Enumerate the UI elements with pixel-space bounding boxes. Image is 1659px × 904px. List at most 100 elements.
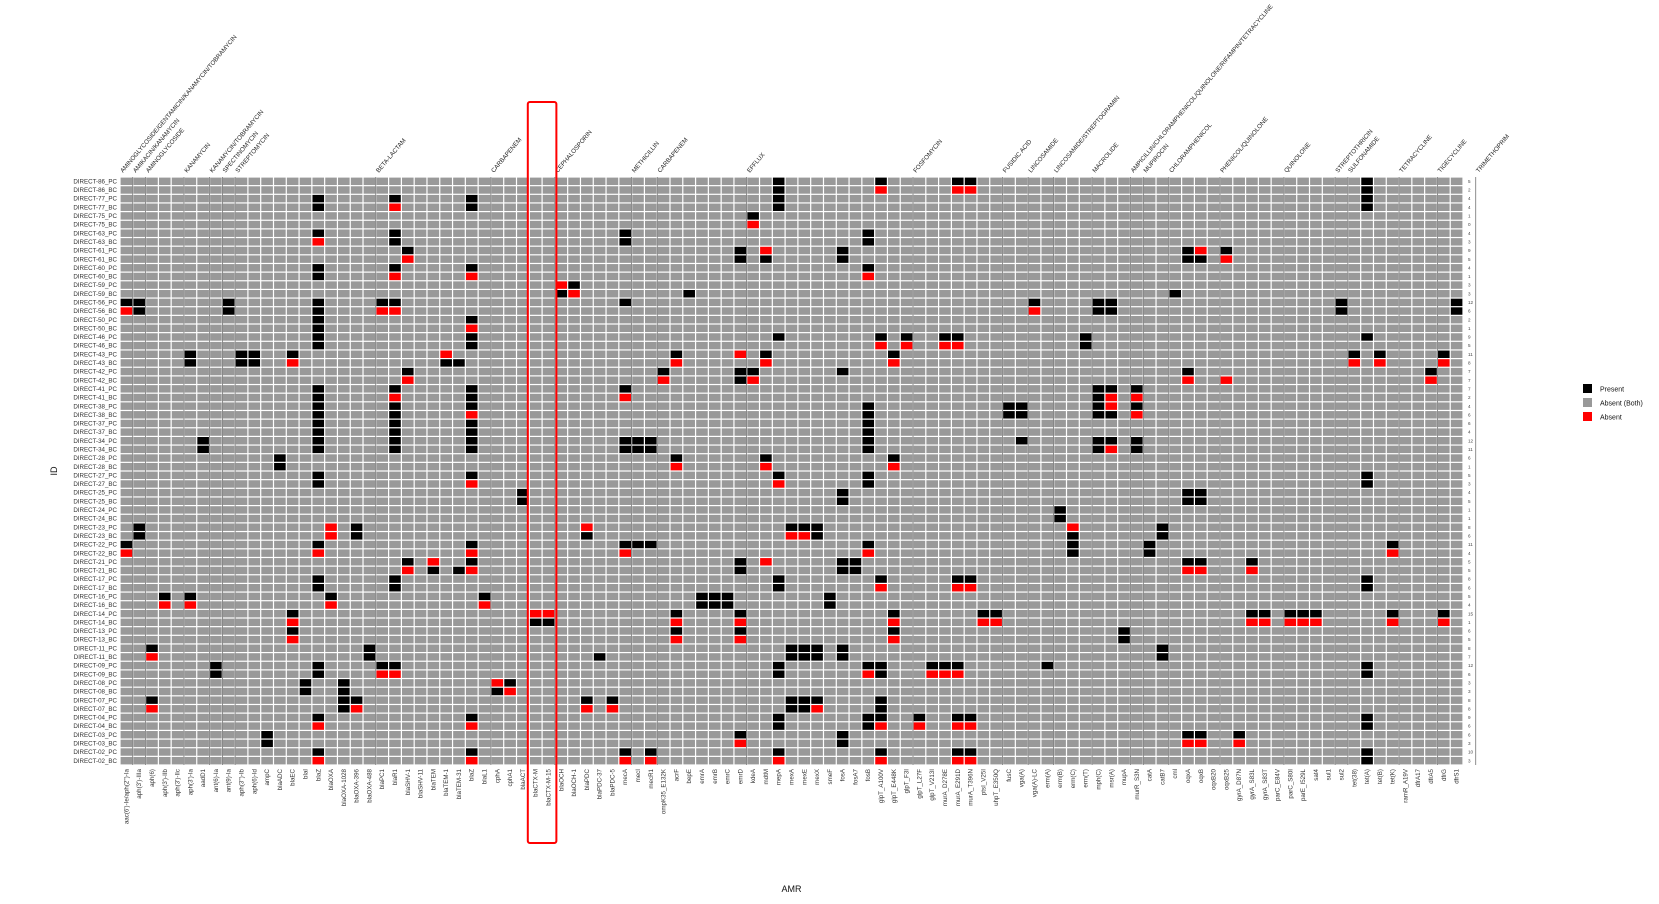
tile-absent-both bbox=[836, 376, 849, 384]
tile-absent-both bbox=[491, 229, 504, 237]
tile-absent-both bbox=[1361, 488, 1373, 497]
tile-absent-both bbox=[1348, 229, 1361, 237]
tile-absent-both bbox=[990, 298, 1002, 307]
tile-absent-both bbox=[363, 272, 376, 281]
tile-absent-both bbox=[657, 428, 670, 436]
tile-absent-both bbox=[1412, 558, 1425, 566]
tile-present bbox=[1169, 290, 1182, 298]
tile-absent-both bbox=[1118, 229, 1130, 237]
tile-absent-both bbox=[619, 315, 632, 324]
tile-absent-both bbox=[875, 212, 887, 220]
tile-absent-both bbox=[632, 341, 644, 350]
tile-absent-both bbox=[1182, 238, 1194, 246]
tile-absent-both bbox=[1041, 229, 1054, 237]
tile-absent-both bbox=[849, 281, 862, 289]
tile-absent-both bbox=[1386, 532, 1399, 540]
tile-absent-both bbox=[184, 324, 197, 333]
tile-absent-both bbox=[875, 419, 887, 428]
tile-absent-both bbox=[951, 454, 964, 462]
tile-absent-both bbox=[274, 367, 286, 376]
tile-absent-both bbox=[593, 264, 606, 272]
tile-absent-both bbox=[849, 238, 862, 246]
tile-absent-both bbox=[1131, 488, 1143, 497]
tile-absent-both bbox=[338, 298, 350, 307]
tile-absent-both bbox=[1041, 514, 1054, 523]
row-label: DIRECT-60_BC bbox=[73, 274, 117, 281]
tile-absent-both bbox=[1118, 566, 1130, 575]
tile-absent-both bbox=[1156, 186, 1169, 194]
tile-absent-both bbox=[133, 229, 145, 237]
tile-absent-both bbox=[338, 264, 350, 272]
tile-absent-both bbox=[1348, 264, 1361, 272]
tile-absent-both bbox=[197, 194, 209, 203]
tile-absent-both bbox=[1322, 497, 1335, 505]
tile-absent-both bbox=[1271, 229, 1284, 237]
tile-absent-both bbox=[299, 194, 312, 203]
tile-absent-both bbox=[581, 488, 593, 497]
tile-absent-both bbox=[683, 445, 695, 454]
tile-absent-both bbox=[171, 488, 184, 497]
tile-absent-both bbox=[1450, 315, 1463, 324]
tile-absent-both bbox=[824, 376, 836, 384]
tile-absent-both bbox=[401, 281, 414, 289]
tile-absent-both bbox=[875, 497, 887, 505]
tile-absent-both bbox=[632, 212, 644, 220]
tile-absent-both bbox=[210, 376, 222, 384]
tile-absent bbox=[427, 558, 440, 566]
tile-absent-both bbox=[133, 246, 145, 255]
tile-absent-both bbox=[504, 471, 516, 480]
tile-absent-both bbox=[133, 324, 145, 333]
tile-absent-both bbox=[1003, 229, 1015, 237]
tile-absent-both bbox=[1284, 566, 1297, 575]
tile-absent-both bbox=[1028, 540, 1041, 549]
tile-absent-both bbox=[1246, 359, 1258, 367]
tile-absent-both bbox=[1246, 454, 1258, 462]
tile-absent-both bbox=[1015, 419, 1028, 428]
tile-absent-both bbox=[785, 480, 798, 488]
tile-absent-both bbox=[926, 203, 938, 211]
tile-absent-both bbox=[376, 428, 388, 436]
tile-absent-both bbox=[465, 246, 478, 255]
tile-absent-both bbox=[1156, 367, 1169, 376]
tile-absent-both bbox=[836, 359, 849, 367]
tile-absent-both bbox=[926, 437, 938, 445]
tile-absent-both bbox=[542, 186, 555, 194]
tile-absent-both bbox=[1374, 324, 1386, 333]
tile-absent-both bbox=[964, 324, 977, 333]
tile-absent-both bbox=[824, 238, 836, 246]
tile-absent-both bbox=[171, 497, 184, 505]
tile-absent-both bbox=[1220, 194, 1233, 203]
tile-absent-both bbox=[708, 238, 721, 246]
tile-absent-both bbox=[747, 462, 759, 471]
tile-absent-both bbox=[274, 514, 286, 523]
tile-absent-both bbox=[1207, 549, 1220, 557]
tile-absent-both bbox=[1271, 177, 1284, 186]
tile-absent-both bbox=[248, 246, 261, 255]
tile-absent-both bbox=[478, 454, 491, 462]
tile-absent-both bbox=[261, 264, 273, 272]
tile-absent-both bbox=[1438, 212, 1450, 220]
tile-absent-both bbox=[683, 523, 695, 531]
tile-absent-both bbox=[1028, 333, 1041, 341]
tile-absent-both bbox=[900, 264, 913, 272]
tile-absent-both bbox=[120, 471, 133, 480]
tile-absent-both bbox=[683, 298, 695, 307]
tile-absent-both bbox=[888, 419, 900, 428]
tile-absent-both bbox=[913, 290, 926, 298]
tile-present bbox=[465, 402, 478, 410]
tile-absent-both bbox=[1092, 341, 1105, 350]
tile-absent-both bbox=[1015, 367, 1028, 376]
tile-absent-both bbox=[1182, 462, 1194, 471]
tile-absent-both bbox=[414, 385, 427, 393]
tile-absent-both bbox=[158, 333, 171, 341]
tile-absent-both bbox=[990, 177, 1002, 186]
tile-absent-both bbox=[772, 514, 785, 523]
tile-absent-both bbox=[1143, 445, 1156, 454]
tile-absent-both bbox=[427, 272, 440, 281]
tile-absent-both bbox=[363, 385, 376, 393]
tile-absent-both bbox=[747, 402, 759, 410]
tile-absent-both bbox=[465, 220, 478, 229]
tile-absent-both bbox=[350, 220, 363, 229]
tile-absent-both bbox=[261, 246, 273, 255]
tile-absent-both bbox=[248, 393, 261, 402]
